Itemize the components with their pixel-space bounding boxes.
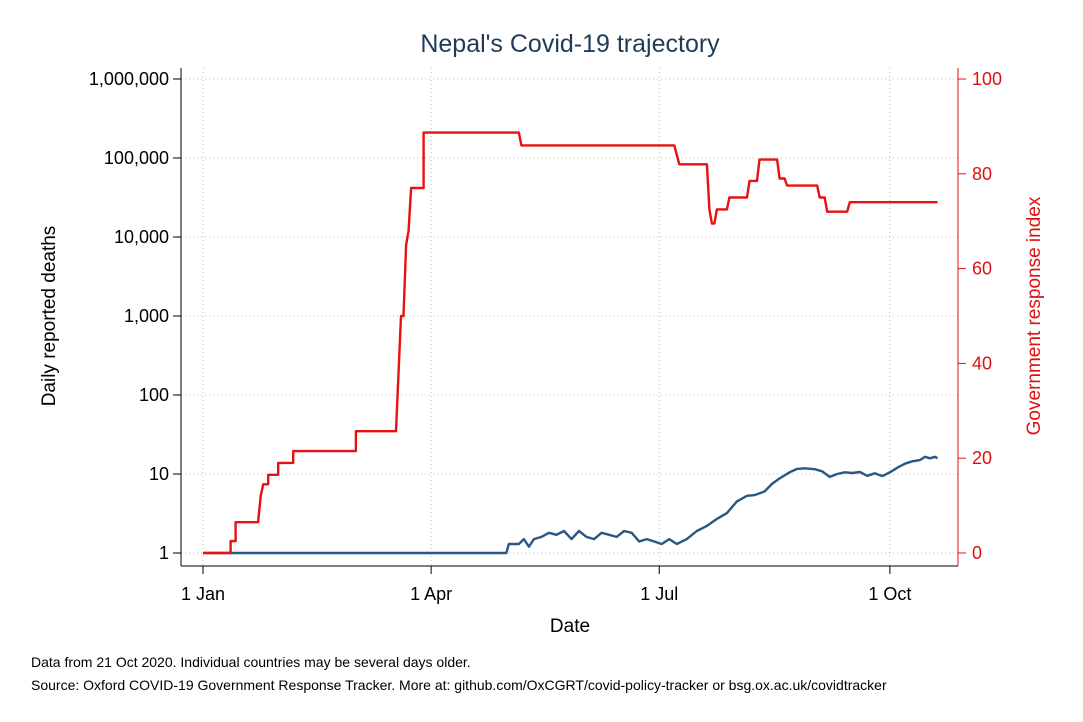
axes: 1 Jan 1 Apr 1 Jul 1 Oct 1 10 100 1,000 10,000 100…: [89, 68, 1002, 604]
y2-tick-label: 80: [972, 164, 992, 184]
y-tick-label: 1,000: [124, 306, 169, 326]
y2-axis-title: Government response index: [1024, 196, 1045, 435]
x-tick-label: 1 Apr: [410, 584, 452, 604]
y2-tick-label: 20: [972, 448, 992, 468]
y-tick-label: 1,000,000: [89, 69, 169, 89]
grid: [181, 68, 958, 566]
y2-tick-label: 40: [972, 353, 992, 373]
chart-title: Nepal's Covid-19 trajectory: [420, 30, 720, 58]
y2-tick-label: 100: [972, 69, 1002, 89]
y-tick-label: 10: [149, 464, 169, 484]
y-tick-label: 100: [139, 385, 169, 405]
y-axis-title: Daily reported deaths: [39, 226, 60, 407]
y-tick-label: 1: [159, 543, 169, 563]
footnote-source: Source: Oxford COVID-19 Government Respo…: [31, 677, 887, 693]
x-axis-title: Date: [550, 616, 590, 637]
deaths-series-line: [203, 455, 939, 555]
x-tick-label: 1 Jul: [640, 584, 678, 604]
series-group: [203, 131, 939, 555]
footnote-data-date: Data from 21 Oct 2020. Individual countr…: [31, 654, 471, 670]
y-tick-label: 10,000: [114, 227, 169, 247]
response-index-series-line: [203, 131, 938, 555]
y-tick-label: 100,000: [104, 148, 169, 168]
x-tick-label: 1 Oct: [868, 584, 911, 604]
y2-tick-label: 0: [972, 543, 982, 563]
x-tick-label: 1 Jan: [181, 584, 225, 604]
y2-tick-label: 60: [972, 259, 992, 279]
